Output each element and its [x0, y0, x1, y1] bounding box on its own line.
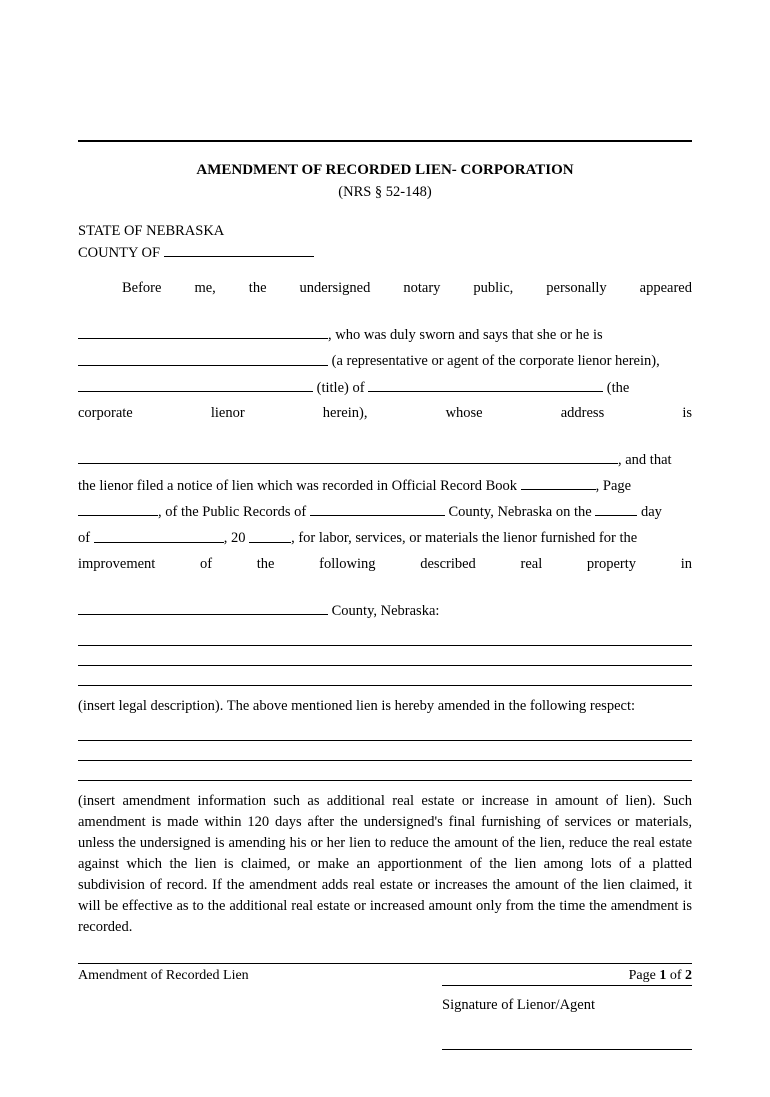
- text: corporate lienor herein), whose address …: [78, 405, 692, 421]
- text: of: [78, 531, 94, 547]
- body-line-1: Before me, the undersigned notary public…: [78, 278, 692, 320]
- property-county-blank[interactable]: [78, 600, 328, 615]
- signature-label: Signature of Lienor/Agent: [442, 995, 692, 1016]
- rep-blank[interactable]: [78, 350, 328, 365]
- blank-line[interactable]: [78, 668, 692, 686]
- text: , and that: [618, 452, 672, 468]
- signature-line-2[interactable]: [442, 1049, 692, 1050]
- notary-body: Before me, the undersigned notary public…: [78, 278, 692, 622]
- text: day: [637, 504, 662, 520]
- page-total: 2: [685, 968, 692, 983]
- blank-line[interactable]: [78, 628, 692, 646]
- text: of: [666, 968, 685, 983]
- body-line-6: , and that: [78, 449, 692, 471]
- body-line-9: of , 20 , for labor, services, or materi…: [78, 527, 692, 549]
- text: , Page: [596, 478, 631, 494]
- text: the lienor filed a notice of lien which …: [78, 478, 521, 494]
- page-footer: Amendment of Recorded Lien Page 1 of 2: [78, 963, 692, 984]
- text: (title) of: [313, 380, 368, 396]
- text: Page: [629, 968, 660, 983]
- footer-title: Amendment of Recorded Lien: [78, 968, 249, 984]
- text: , of the Public Records of: [158, 504, 310, 520]
- county-blank[interactable]: [164, 242, 314, 257]
- state-label: STATE OF NEBRASKA: [78, 221, 692, 242]
- top-rule: [78, 140, 692, 142]
- document-page: AMENDMENT OF RECORDED LIEN- CORPORATION …: [0, 0, 770, 1097]
- day-blank[interactable]: [595, 501, 637, 516]
- body-line-3: (a representative or agent of the corpor…: [78, 350, 692, 372]
- text: , who was duly sworn and says that she o…: [328, 327, 603, 343]
- footer-page: Page 1 of 2: [629, 968, 692, 984]
- month-blank[interactable]: [94, 527, 224, 542]
- text: Before me, the undersigned notary public…: [122, 280, 692, 296]
- appearer-name-blank[interactable]: [78, 324, 328, 339]
- statute-ref: (NRS § 52-148): [78, 182, 692, 203]
- body-line-5: corporate lienor herein), whose address …: [78, 403, 692, 445]
- body-line-11: County, Nebraska:: [78, 600, 692, 622]
- body-line-4: (title) of (the: [78, 377, 692, 399]
- text: County, Nebraska:: [328, 603, 439, 619]
- year-blank[interactable]: [249, 527, 291, 542]
- page-blank[interactable]: [78, 501, 158, 516]
- blank-line[interactable]: [78, 648, 692, 666]
- body-line-10: improvement of the following described r…: [78, 554, 692, 596]
- body-line-8: , of the Public Records of County, Nebra…: [78, 501, 692, 523]
- text: , for labor, services, or materials the …: [291, 531, 637, 547]
- title-blank-2[interactable]: [368, 377, 603, 392]
- legal-desc-lines: [78, 628, 692, 686]
- blank-line[interactable]: [78, 723, 692, 741]
- text: (a representative or agent of the corpor…: [328, 354, 660, 370]
- book-blank[interactable]: [521, 475, 596, 490]
- text: (the: [603, 380, 629, 396]
- county-line: COUNTY OF: [78, 242, 692, 264]
- blank-line[interactable]: [78, 763, 692, 781]
- body-line-2: , who was duly sworn and says that she o…: [78, 324, 692, 346]
- document-title: AMENDMENT OF RECORDED LIEN- CORPORATION: [78, 160, 692, 182]
- title-blank-1[interactable]: [78, 377, 313, 392]
- text: , 20: [224, 531, 249, 547]
- after-desc-text: (insert legal description). The above me…: [78, 696, 692, 717]
- amendment-paragraph: (insert amendment information such as ad…: [78, 791, 692, 938]
- county-records-blank[interactable]: [310, 501, 445, 516]
- body-line-7: the lienor filed a notice of lien which …: [78, 475, 692, 497]
- signature-line[interactable]: [442, 985, 692, 986]
- text: County, Nebraska on the: [445, 504, 595, 520]
- signature-area: Signature of Lienor/Agent: [78, 972, 692, 1057]
- title-block: AMENDMENT OF RECORDED LIEN- CORPORATION …: [78, 160, 692, 203]
- blank-line[interactable]: [78, 743, 692, 761]
- address-blank[interactable]: [78, 449, 618, 464]
- text: improvement of the following described r…: [78, 556, 692, 572]
- amendment-lines: [78, 723, 692, 781]
- county-label: COUNTY OF: [78, 245, 160, 261]
